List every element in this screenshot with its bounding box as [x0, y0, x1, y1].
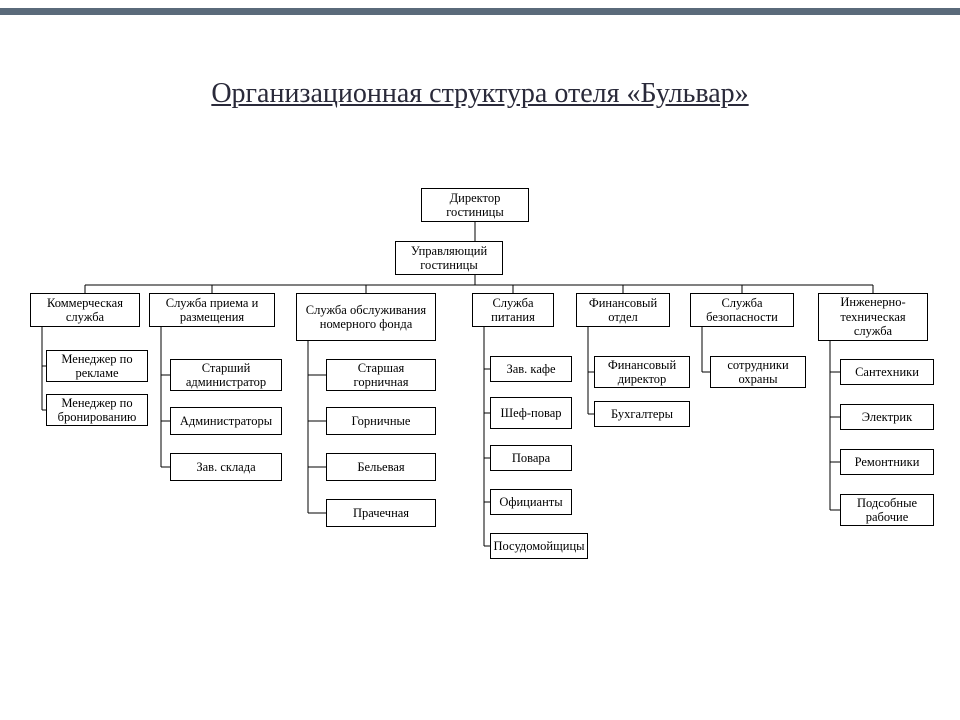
org-node-c2b: Администраторы [170, 407, 282, 435]
org-node-dep2: Служба приема и размещения [149, 293, 275, 327]
org-node-c4e: Посудомойщицы [490, 533, 588, 559]
org-node-c2c: Зав. склада [170, 453, 282, 481]
org-node-c7c: Ремонтники [840, 449, 934, 475]
org-chart: Директор гостиницы Управляющий гостиницы К… [0, 0, 960, 720]
org-node-c4a: Зав. кафе [490, 356, 572, 382]
org-node-c3a: Старшая горничная [326, 359, 436, 391]
org-node-c3b: Горничные [326, 407, 436, 435]
org-node-c6a: сотрудники охраны [710, 356, 806, 388]
org-node-c1b: Менеджер по бронированию [46, 394, 148, 426]
org-node-c5b: Бухгалтеры [594, 401, 690, 427]
org-node-c1a: Менеджер по рекламе [46, 350, 148, 382]
org-node-dep5: Финансовый отдел [576, 293, 670, 327]
org-node-c3d: Прачечная [326, 499, 436, 527]
org-node-manager: Управляющий гостиницы [395, 241, 503, 275]
org-node-c7b: Электрик [840, 404, 934, 430]
org-node-dep6: Служба безопасности [690, 293, 794, 327]
org-node-c7a: Сантехники [840, 359, 934, 385]
org-node-c5a: Финансовый директор [594, 356, 690, 388]
org-node-director: Директор гостиницы [421, 188, 529, 222]
org-node-c4c: Повара [490, 445, 572, 471]
org-node-c4d: Официанты [490, 489, 572, 515]
org-node-dep3: Служба обслуживания номерного фонда [296, 293, 436, 341]
org-node-c3c: Бельевая [326, 453, 436, 481]
org-node-c7d: Подсобные рабочие [840, 494, 934, 526]
org-node-dep7: Инженерно-техническая служба [818, 293, 928, 341]
org-node-c2a: Старший администратор [170, 359, 282, 391]
org-node-c4b: Шеф-повар [490, 397, 572, 429]
org-node-dep4: Служба питания [472, 293, 554, 327]
org-node-dep1: Коммерческая служба [30, 293, 140, 327]
